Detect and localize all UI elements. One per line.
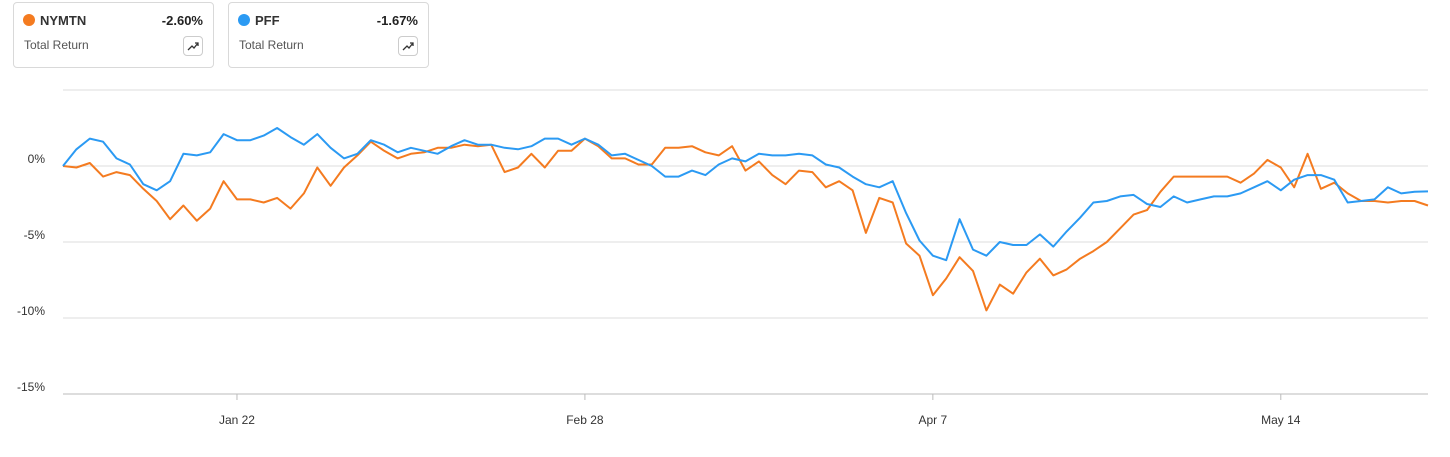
total-return-value: -2.60%: [161, 13, 203, 28]
y-tick-label: 0%: [28, 152, 46, 166]
legend-card: NYMTN -2.60% Total Return: [13, 2, 214, 68]
total-return-label: Total Return: [239, 38, 304, 52]
x-tick-label: Jan 22: [219, 413, 255, 427]
x-tick-label: Apr 7: [919, 413, 948, 427]
series-line: [62, 127, 1429, 262]
legend-card: PFF -1.67% Total Return: [228, 2, 429, 68]
legend-marker: [23, 14, 35, 26]
series-line: [62, 137, 1429, 312]
legend-label: NYMTN: [40, 13, 87, 28]
total-return-value: -1.67%: [376, 13, 418, 28]
trend-icon: [402, 42, 414, 51]
x-tick-label: Feb 28: [566, 413, 604, 427]
chart-toggle-button[interactable]: [183, 36, 203, 56]
x-tick-label: May 14: [1261, 413, 1301, 427]
trend-icon: [187, 42, 199, 51]
total-return-label: Total Return: [24, 38, 89, 52]
y-tick-label: -10%: [17, 304, 45, 318]
legend-marker: [238, 14, 250, 26]
legend-label: PFF: [255, 13, 280, 28]
y-tick-label: -15%: [17, 380, 45, 394]
y-tick-label: -5%: [24, 228, 46, 242]
chart-toggle-button[interactable]: [398, 36, 418, 56]
